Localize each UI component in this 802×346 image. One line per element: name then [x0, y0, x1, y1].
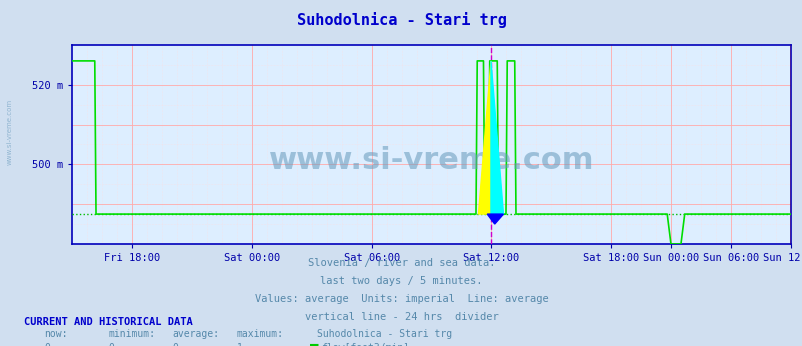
Polygon shape — [490, 61, 503, 214]
Text: now:: now: — [44, 329, 67, 339]
Text: 0: 0 — [108, 343, 114, 346]
Text: www.si-vreme.com: www.si-vreme.com — [6, 98, 12, 165]
Text: Values: average  Units: imperial  Line: average: Values: average Units: imperial Line: av… — [254, 294, 548, 304]
Text: 0: 0 — [44, 343, 50, 346]
Text: Suhodolnica - Stari trg: Suhodolnica - Stari trg — [296, 12, 506, 28]
Text: last two days / 5 minutes.: last two days / 5 minutes. — [320, 276, 482, 286]
Text: maximum:: maximum: — [237, 329, 284, 339]
Text: minimum:: minimum: — [108, 329, 156, 339]
Text: www.si-vreme.com: www.si-vreme.com — [269, 146, 593, 175]
Text: 1: 1 — [237, 343, 242, 346]
Text: average:: average: — [172, 329, 220, 339]
Text: 0: 0 — [172, 343, 178, 346]
Polygon shape — [478, 61, 490, 214]
Text: vertical line - 24 hrs  divider: vertical line - 24 hrs divider — [304, 312, 498, 322]
Text: flow[foot3/min]: flow[foot3/min] — [321, 343, 409, 346]
Text: ■: ■ — [309, 343, 319, 346]
Text: CURRENT AND HISTORICAL DATA: CURRENT AND HISTORICAL DATA — [24, 317, 192, 327]
Polygon shape — [487, 214, 503, 224]
Text: Suhodolnica - Stari trg: Suhodolnica - Stari trg — [317, 329, 452, 339]
Text: Slovenia / river and sea data.: Slovenia / river and sea data. — [307, 258, 495, 268]
